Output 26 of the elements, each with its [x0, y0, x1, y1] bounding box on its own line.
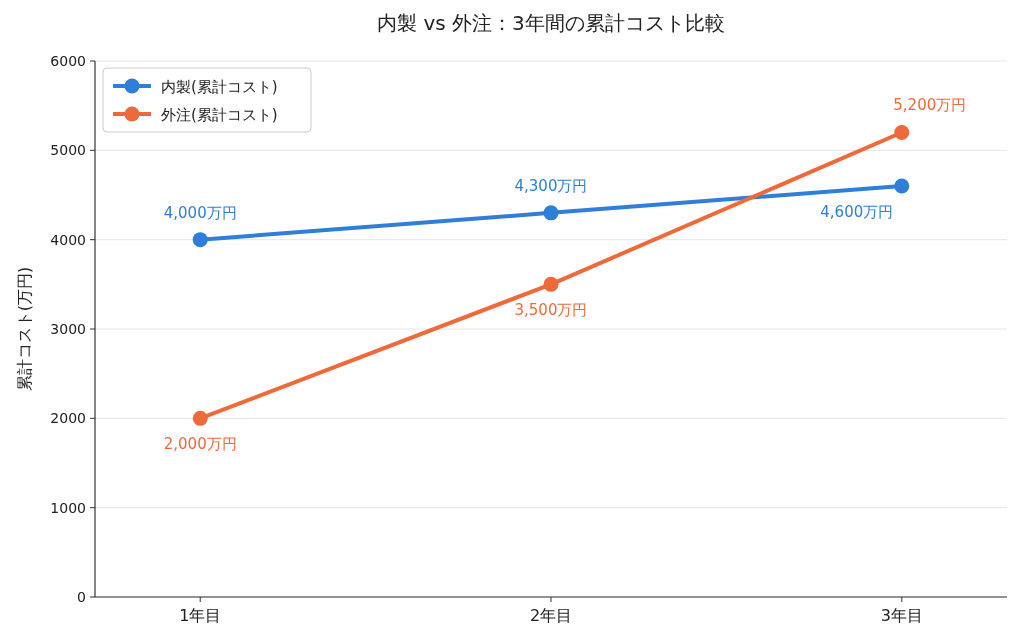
y-tick-label: 3000 [50, 321, 86, 337]
data-label: 2,000万円 [163, 435, 237, 454]
data-label: 3,500万円 [514, 301, 588, 320]
y-tick-label: 4000 [50, 231, 86, 248]
point [894, 178, 910, 194]
chart-title: 内製 vs 外注：3年間の累計コスト比較 [377, 11, 725, 35]
point [192, 232, 208, 248]
x-tick-label: 2年目 [529, 606, 573, 625]
y-axis-title: 累計コスト(万円) [15, 266, 34, 392]
data-label: 4,000万円 [163, 203, 237, 222]
point [543, 276, 559, 292]
y-tick-label: 0 [77, 589, 86, 605]
data-label: 4,600万円 [820, 203, 894, 222]
data-label: 4,300万円 [514, 176, 588, 195]
legend-label: 外注(累計コスト) [161, 106, 278, 124]
x-tick-label: 1年目 [179, 606, 222, 625]
y-tick-label: 5000 [50, 142, 86, 159]
data-label: 5,200万円 [893, 96, 967, 115]
legend-label: 内製(累計コスト) [161, 78, 278, 96]
point [192, 410, 208, 426]
y-tick-label: 2000 [50, 410, 86, 427]
point [894, 124, 910, 140]
y-tick-label: 1000 [50, 499, 86, 516]
y-tick-label: 6000 [50, 53, 86, 69]
x-tick-label: 3年目 [880, 606, 923, 625]
point [543, 205, 559, 221]
